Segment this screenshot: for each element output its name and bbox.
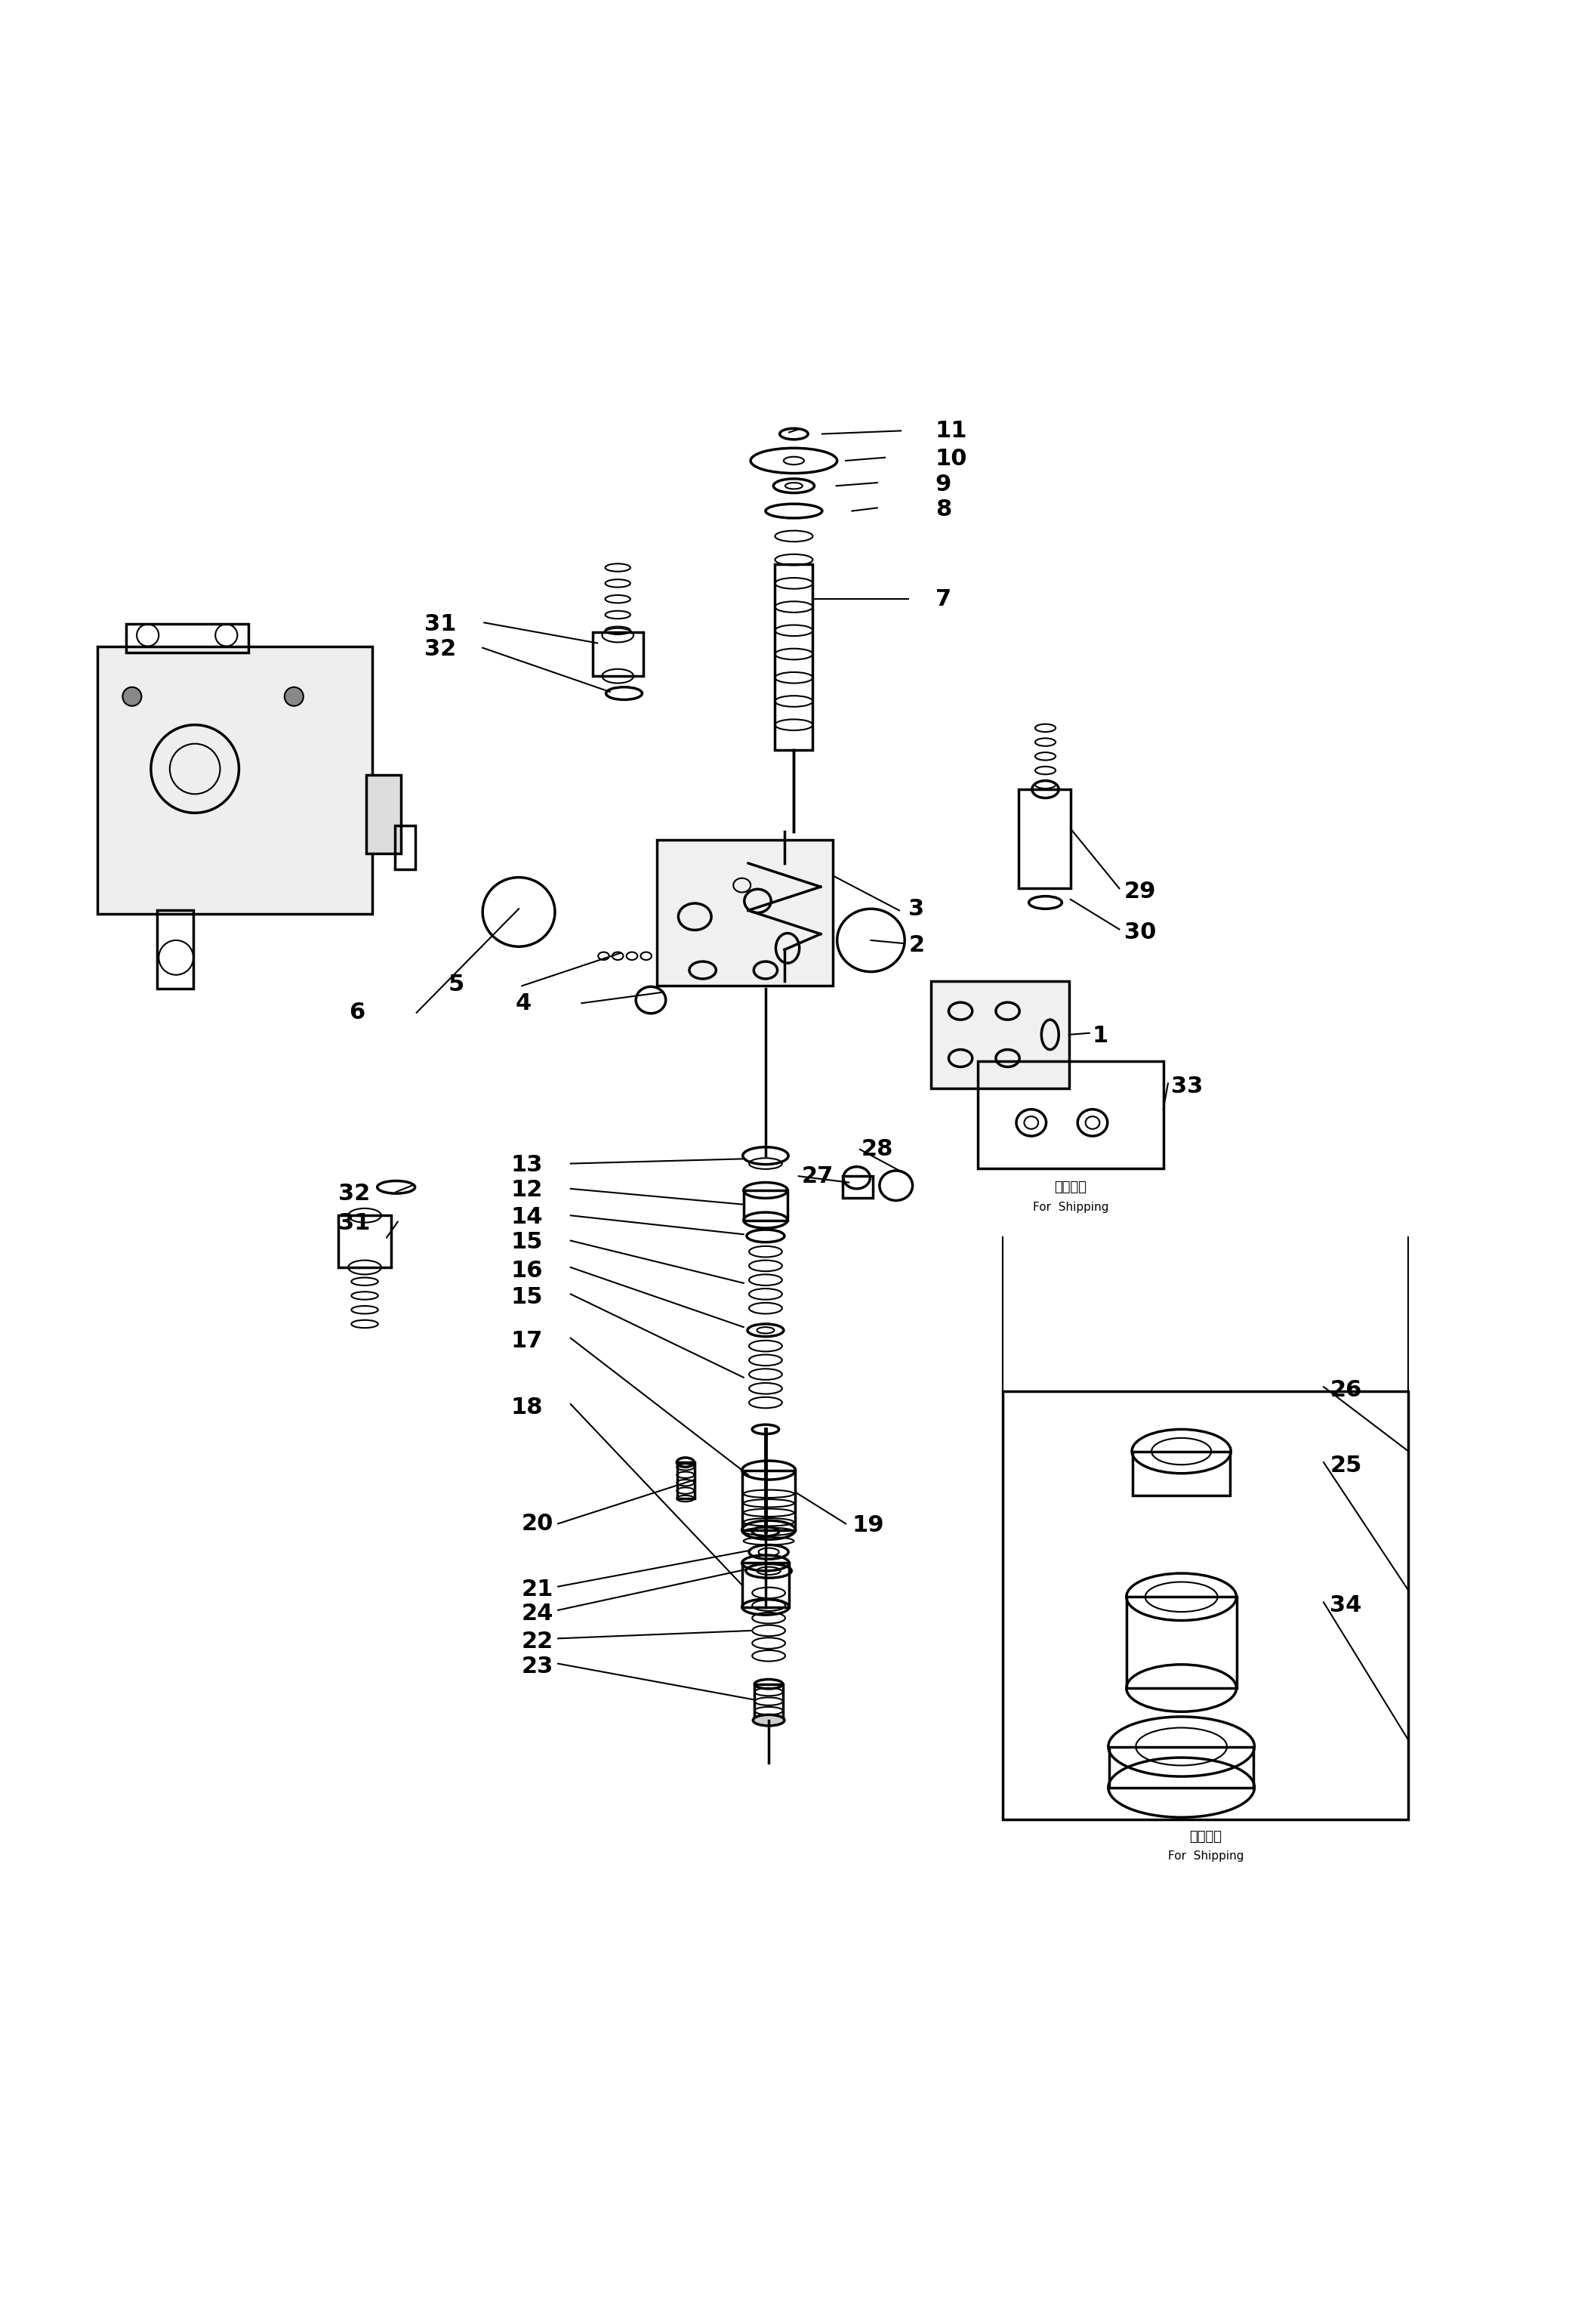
Text: 11: 11 xyxy=(935,421,967,442)
Text: 3: 3 xyxy=(909,897,924,920)
Text: 19: 19 xyxy=(852,1515,883,1536)
Bar xyxy=(593,632,643,676)
Bar xyxy=(1127,1597,1237,1687)
Text: 23: 23 xyxy=(522,1655,553,1678)
Bar xyxy=(678,1462,695,1499)
Text: 12: 12 xyxy=(511,1178,542,1202)
Text: 22: 22 xyxy=(522,1631,553,1652)
Text: 14: 14 xyxy=(511,1206,542,1227)
Text: 10: 10 xyxy=(935,449,967,469)
Text: 運搬部品: 運搬部品 xyxy=(1055,1181,1086,1195)
Text: 30: 30 xyxy=(1124,920,1155,944)
Text: 32: 32 xyxy=(424,639,456,660)
Bar xyxy=(126,625,248,653)
Bar xyxy=(744,1190,788,1220)
Text: 9: 9 xyxy=(935,474,951,495)
Text: 31: 31 xyxy=(424,614,456,634)
Bar xyxy=(366,776,401,853)
Text: 18: 18 xyxy=(511,1397,542,1418)
Text: 17: 17 xyxy=(511,1329,542,1353)
Bar xyxy=(1133,1452,1231,1494)
Text: 33: 33 xyxy=(1171,1076,1203,1097)
Bar xyxy=(742,1471,795,1529)
Circle shape xyxy=(123,688,141,706)
Bar xyxy=(978,1062,1163,1169)
Text: 25: 25 xyxy=(1330,1455,1361,1476)
Text: 31: 31 xyxy=(338,1213,369,1234)
Bar xyxy=(742,1564,789,1606)
Bar xyxy=(931,981,1069,1088)
Text: 28: 28 xyxy=(861,1139,893,1160)
Text: 20: 20 xyxy=(522,1513,553,1534)
Ellipse shape xyxy=(753,1715,784,1727)
Bar xyxy=(157,911,193,990)
Text: 5: 5 xyxy=(448,974,464,995)
Text: 2: 2 xyxy=(909,934,924,955)
Text: 26: 26 xyxy=(1330,1378,1361,1401)
Text: For  Shipping: For Shipping xyxy=(1033,1202,1108,1213)
Text: 運搬部品: 運搬部品 xyxy=(1190,1831,1221,1843)
Bar xyxy=(657,839,833,985)
Bar xyxy=(97,646,373,913)
Bar xyxy=(755,1685,783,1720)
Text: 15: 15 xyxy=(511,1232,542,1253)
Text: 27: 27 xyxy=(802,1164,833,1188)
Bar xyxy=(338,1215,391,1267)
Text: 15: 15 xyxy=(511,1285,542,1308)
Text: 29: 29 xyxy=(1124,881,1155,902)
Text: 7: 7 xyxy=(935,588,951,609)
Text: 8: 8 xyxy=(935,497,951,521)
Text: 6: 6 xyxy=(349,1002,365,1023)
Text: 34: 34 xyxy=(1330,1594,1361,1618)
Text: 21: 21 xyxy=(522,1578,553,1601)
Text: For  Shipping: For Shipping xyxy=(1168,1850,1243,1862)
Text: 24: 24 xyxy=(522,1601,553,1624)
Bar xyxy=(1019,790,1071,888)
Bar xyxy=(775,565,813,751)
Text: 4: 4 xyxy=(516,992,531,1013)
Text: 16: 16 xyxy=(511,1260,542,1281)
Bar xyxy=(395,825,415,869)
Circle shape xyxy=(285,688,303,706)
Bar xyxy=(1003,1392,1409,1820)
Text: 1: 1 xyxy=(1093,1025,1108,1048)
Bar xyxy=(843,1176,872,1199)
Text: 13: 13 xyxy=(511,1155,542,1176)
Text: 32: 32 xyxy=(338,1183,369,1204)
Bar xyxy=(1110,1748,1254,1787)
